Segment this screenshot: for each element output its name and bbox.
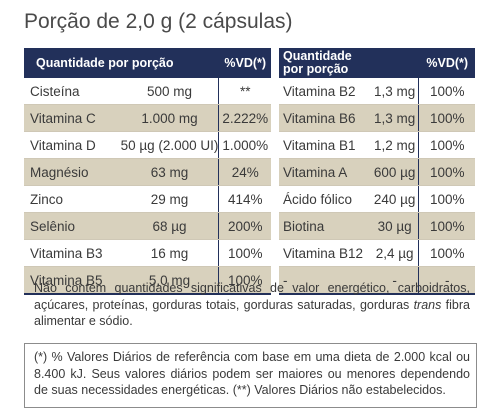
nutrient-name: Zinco: [24, 185, 121, 213]
table-row: Vitamina B3 16 mg 100%: [24, 239, 271, 267]
nutrient-vd: 100%: [418, 239, 475, 267]
nutrient-name: Magnésio: [24, 158, 121, 186]
table-row: ---: [279, 266, 475, 295]
nutrient-vd: **: [218, 78, 271, 105]
table-row: Vitamina B12 2,4 µg 100%: [279, 239, 475, 267]
table-row: Zinco 29 mg 414%: [24, 185, 271, 213]
nutrient-name: Vitamina B5: [24, 266, 121, 295]
nutrient-quantity: 16 mg: [120, 239, 219, 267]
nutrient-name: Vitamina C: [24, 104, 121, 132]
nutrient-name: Ácido fólico: [279, 185, 371, 213]
table-row: Vitamina B2 1,3 mg 100%: [279, 78, 475, 105]
table-row: Magnésio 63 mg 24%: [24, 158, 271, 186]
nutrient-quantity: 29 mg: [120, 185, 219, 213]
nutrient-vd: 100%: [218, 266, 271, 295]
nutrient-vd: 100%: [418, 78, 475, 105]
nutrient-quantity: 600 µg: [370, 158, 419, 186]
nutrient-quantity: 1,3 mg: [370, 78, 419, 105]
nutrient-name: Vitamina B6: [279, 104, 371, 132]
table-row: Vitamina B1 1,2 mg 100%: [279, 131, 475, 159]
nutrient-vd: 100%: [418, 158, 475, 186]
nutrient-quantity: 1,2 mg: [370, 131, 419, 159]
nutrient-quantity: 1,3 mg: [370, 104, 419, 132]
nutrient-name: Vitamina A: [279, 158, 371, 186]
nutrient-name: Vitamina D: [24, 131, 121, 159]
note-text-italic: trans: [413, 297, 442, 312]
nutrient-quantity: 1.000 mg: [120, 104, 219, 132]
nutrient-name: Cisteína: [24, 78, 121, 105]
nutrient-quantity: 30 µg: [370, 212, 419, 240]
nutrition-table-left: Quantidade por porção %VD(*) Cisteína 500…: [24, 48, 271, 295]
table-row: Vitamina C 1.000 mg 2.222%: [24, 104, 271, 132]
nutrient-quantity: -: [370, 266, 419, 295]
table-row: Selênio 68 µg 200%: [24, 212, 271, 240]
vd-header: %VD(*): [218, 48, 271, 78]
nutrient-quantity: 5,0 mg: [120, 266, 219, 295]
note-text-after: fibra alimentar e sódio.: [34, 297, 470, 329]
vd-header: %VD(*): [418, 48, 475, 78]
nutrient-vd: 414%: [218, 185, 271, 213]
nutrient-name: -: [279, 266, 371, 295]
nutrient-quantity: 68 µg: [120, 212, 219, 240]
nutrient-name: Vitamina B3: [24, 239, 121, 267]
table-row: Cisteína 500 mg **: [24, 78, 271, 105]
nutrient-quantity: 63 mg: [120, 158, 219, 186]
quantity-header: Quantidade por porção: [279, 48, 419, 78]
note-text-before: Não contém quantidades significativas de…: [34, 281, 470, 312]
quantity-header-line2: por porção: [283, 62, 349, 76]
table-row: Vitamina D 50 µg (2.000 UI) 1.000%: [24, 131, 271, 159]
nutrition-note: Não contém quantidades significativas de…: [34, 280, 470, 330]
quantity-header-line1: Quantidade: [283, 49, 352, 63]
table-header-row: Quantidade por porção %VD(*): [24, 48, 271, 78]
nutrient-vd: 100%: [418, 212, 475, 240]
nutrient-name: Vitamina B1: [279, 131, 371, 159]
nutrient-vd: 24%: [218, 158, 271, 186]
quantity-header: Quantidade por porção: [24, 48, 219, 78]
table-row: Vitamina B5 5,0 mg 100%: [24, 266, 271, 295]
nutrient-name: Vitamina B12: [279, 239, 371, 267]
daily-values-footnote: (*) % Valores Diários de referência com …: [24, 343, 477, 408]
nutrient-vd: 1.000%: [218, 131, 271, 159]
nutrient-name: Biotina: [279, 212, 371, 240]
nutrient-vd: -: [418, 266, 475, 295]
table-row: Biotina 30 µg 100%: [279, 212, 475, 240]
table-header-row: Quantidade por porção %VD(*): [279, 48, 475, 78]
table-row: Vitamina A 600 µg 100%: [279, 158, 475, 186]
nutrient-vd: 100%: [418, 185, 475, 213]
nutrient-vd: 200%: [218, 212, 271, 240]
nutrient-vd: 2.222%: [218, 104, 271, 132]
nutrient-vd: 100%: [418, 104, 475, 132]
nutrient-quantity: 500 mg: [120, 78, 219, 105]
table-row: Ácido fólico 240 µg 100%: [279, 185, 475, 213]
table-body: Cisteína 500 mg ** Vitamina C 1.000 mg 2.222%…: [24, 78, 271, 295]
nutrient-quantity: 50 µg (2.000 UI): [120, 131, 219, 159]
nutrition-table-right: Quantidade por porção %VD(*) Vitamina B2 1…: [279, 48, 475, 295]
serving-size-title: Porção de 2,0 g (2 cápsulas): [24, 10, 293, 33]
nutrient-vd: 100%: [418, 131, 475, 159]
table-row: Vitamina B6 1,3 mg 100%: [279, 104, 475, 132]
table-body: Vitamina B2 1,3 mg 100% Vitamina B6 1,3 mg 10…: [279, 78, 475, 295]
nutrient-name: Vitamina B2: [279, 78, 371, 105]
nutrient-vd: 100%: [218, 239, 271, 267]
nutrient-name: Selênio: [24, 212, 121, 240]
nutrient-quantity: 240 µg: [370, 185, 419, 213]
nutrient-quantity: 2,4 µg: [370, 239, 419, 267]
